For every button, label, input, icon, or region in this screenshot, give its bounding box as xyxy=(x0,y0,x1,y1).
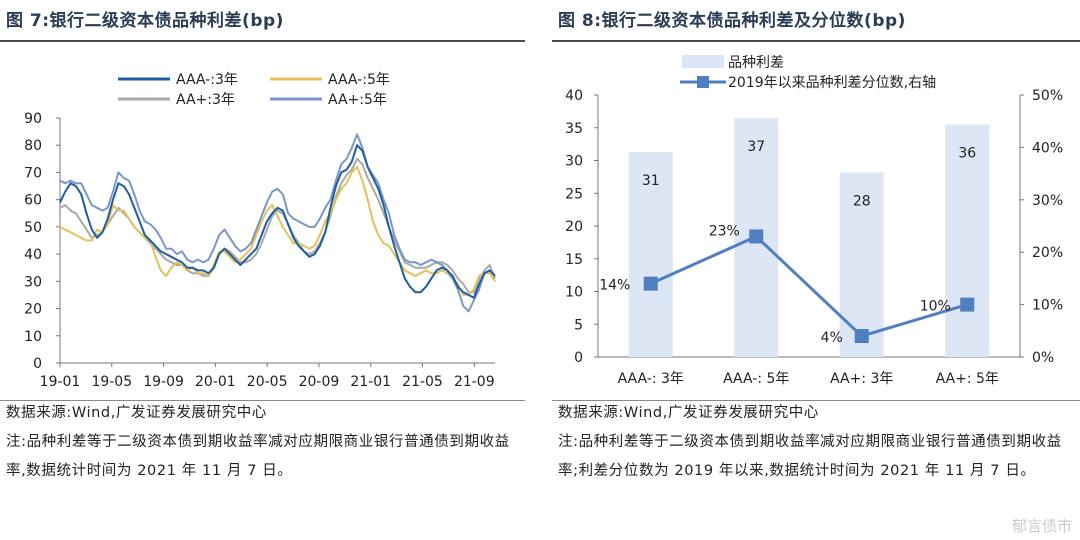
legend-bar-swatch xyxy=(682,55,724,68)
left-y-tick-label: 40 xyxy=(565,88,583,104)
percentile-marker-1 xyxy=(749,229,764,244)
right-y-tick-label: 30% xyxy=(1032,193,1063,209)
legend-line-marker xyxy=(697,76,709,88)
y-tick-label: 80 xyxy=(24,138,42,154)
series-line-1 xyxy=(59,166,496,296)
left-y-tick-label: 15 xyxy=(565,252,583,268)
legend-bar-label: 品种利差 xyxy=(728,55,784,71)
series-line-3 xyxy=(59,133,496,313)
chart2-axes: 0 5 10 15 20 25 30 35 40 0% 10% 20% 30% 40% 50% AAA-: 3… xyxy=(565,88,1063,387)
bar-value-label: 37 xyxy=(747,139,765,155)
watermark: 郁言债市 xyxy=(1011,517,1072,535)
figure-8-source: 数据来源:Wind,广发证券发展研究中心 xyxy=(558,405,819,421)
legend-label-3: AA+:5年 xyxy=(328,92,387,108)
y-tick-label: 40 xyxy=(24,247,42,263)
percentile-label: 10% xyxy=(920,299,951,315)
y-tick-label: 20 xyxy=(24,302,42,318)
left-y-tick-label: 20 xyxy=(565,219,583,235)
figure-7-line-chart: 0 10 20 30 40 50 60 70 80 90 19-01 19-05 19-09 20-01 2… xyxy=(24,72,496,390)
x-tick-label: 21-05 xyxy=(402,374,443,390)
y-tick-label: 30 xyxy=(24,274,42,290)
percentile-marker-2 xyxy=(854,329,869,344)
chart1-legend: AAA-:3年 AAA-:5年 AA+:3年 AA+:5年 xyxy=(118,72,390,108)
x-tick-label: 19-09 xyxy=(143,374,184,390)
x-tick-label: 20-05 xyxy=(247,374,288,390)
figure-7-source: 数据来源:Wind,广发证券发展研究中心 xyxy=(6,405,267,421)
left-y-tick-label: 10 xyxy=(565,285,583,301)
x-category-label: AA+: 5年 xyxy=(936,371,999,387)
chart1-axes: 0 10 20 30 40 50 60 70 80 90 19-01 19-05 19-09 20-01 2… xyxy=(24,111,495,390)
y-tick-label: 50 xyxy=(24,220,42,236)
y-tick-label: 60 xyxy=(24,193,42,209)
bar-value-label: 28 xyxy=(853,193,871,209)
y-tick-label: 0 xyxy=(33,356,42,372)
left-y-tick-label: 25 xyxy=(565,186,583,202)
x-tick-label: 19-01 xyxy=(40,374,81,390)
right-y-tick-label: 10% xyxy=(1032,298,1063,314)
series-line-0 xyxy=(59,144,496,299)
right-y-tick-label: 50% xyxy=(1032,88,1063,104)
bar-0 xyxy=(628,151,673,357)
percentile-label: 4% xyxy=(821,330,843,346)
x-category-label: AAA-: 3年 xyxy=(618,371,684,387)
bar-2 xyxy=(839,172,884,357)
x-tick-label: 20-09 xyxy=(299,374,340,390)
bar-value-label: 36 xyxy=(958,145,976,161)
legend-label-2: AA+:3年 xyxy=(176,92,235,108)
percentile-label: 23% xyxy=(709,223,740,239)
chart1-lines xyxy=(59,133,496,313)
left-y-tick-label: 0 xyxy=(574,350,583,366)
y-tick-label: 90 xyxy=(24,111,42,127)
figure-8-note: 注:品种利差等于二级资本债到期收益率减对应期限商业银行普通债到期收益率;利差分位… xyxy=(558,434,1062,479)
figure-8-top-rule xyxy=(552,40,1080,42)
figure-7-top-rule xyxy=(0,40,525,42)
left-y-tick-label: 5 xyxy=(574,317,583,333)
x-tick-label: 21-01 xyxy=(350,374,391,390)
right-y-tick-label: 20% xyxy=(1032,245,1063,261)
left-y-tick-label: 35 xyxy=(565,121,583,137)
percentile-label: 14% xyxy=(599,278,630,294)
right-y-tick-label: 40% xyxy=(1032,140,1063,156)
x-tick-label: 19-05 xyxy=(91,374,132,390)
x-tick-label: 20-01 xyxy=(195,374,236,390)
right-y-tick-label: 0% xyxy=(1032,350,1054,366)
x-tick-label: 21-09 xyxy=(454,374,495,390)
left-y-tick-label: 30 xyxy=(565,154,583,170)
chart2-percentile-line: 14% 23% 4% 10% xyxy=(599,223,975,346)
legend-label-1: AAA-:5年 xyxy=(328,72,390,88)
y-tick-label: 70 xyxy=(24,165,42,181)
chart2-legend: 品种利差 2019年以来品种利差分位数,右轴 xyxy=(680,55,936,91)
x-category-label: AA+: 3年 xyxy=(830,371,893,387)
figure-7-title: 图 7:银行二级资本债品种利差(bp) xyxy=(6,11,284,31)
legend-line-label: 2019年以来品种利差分位数,右轴 xyxy=(728,75,936,91)
figure-8-panel: 图 8:银行二级资本债品种利差及分位数(bp) 0 5 10 15 20 25 30 35 40… xyxy=(552,0,1080,540)
legend-label-0: AAA-:3年 xyxy=(176,72,238,88)
figure-7-panel: 图 7:银行二级资本债品种利差(bp) 0 10 20 30 40 50 60 70 80 90 1… xyxy=(0,0,525,540)
percentile-polyline xyxy=(650,234,968,338)
bar-value-label: 31 xyxy=(642,173,660,189)
percentile-marker-3 xyxy=(960,297,975,312)
chart2-bars: 31 37 28 36 xyxy=(628,117,990,357)
x-category-label: AAA-: 5年 xyxy=(723,371,789,387)
figure-7-bottom-rule xyxy=(0,400,525,401)
percentile-marker-0 xyxy=(643,276,658,291)
bar-3 xyxy=(945,124,990,357)
figure-8-bar-line-chart: 0 5 10 15 20 25 30 35 40 0% 10% 20% 30% 40% 50% AAA-: 3… xyxy=(565,55,1063,387)
y-tick-label: 10 xyxy=(24,329,42,345)
figure-8-bottom-rule xyxy=(552,400,1080,401)
figure-7-note: 注:品种利差等于二级资本债到期收益率减对应期限商业银行普通债到期收益率,数据统计… xyxy=(6,434,510,479)
figure-8-title: 图 8:银行二级资本债品种利差及分位数(bp) xyxy=(558,11,906,31)
